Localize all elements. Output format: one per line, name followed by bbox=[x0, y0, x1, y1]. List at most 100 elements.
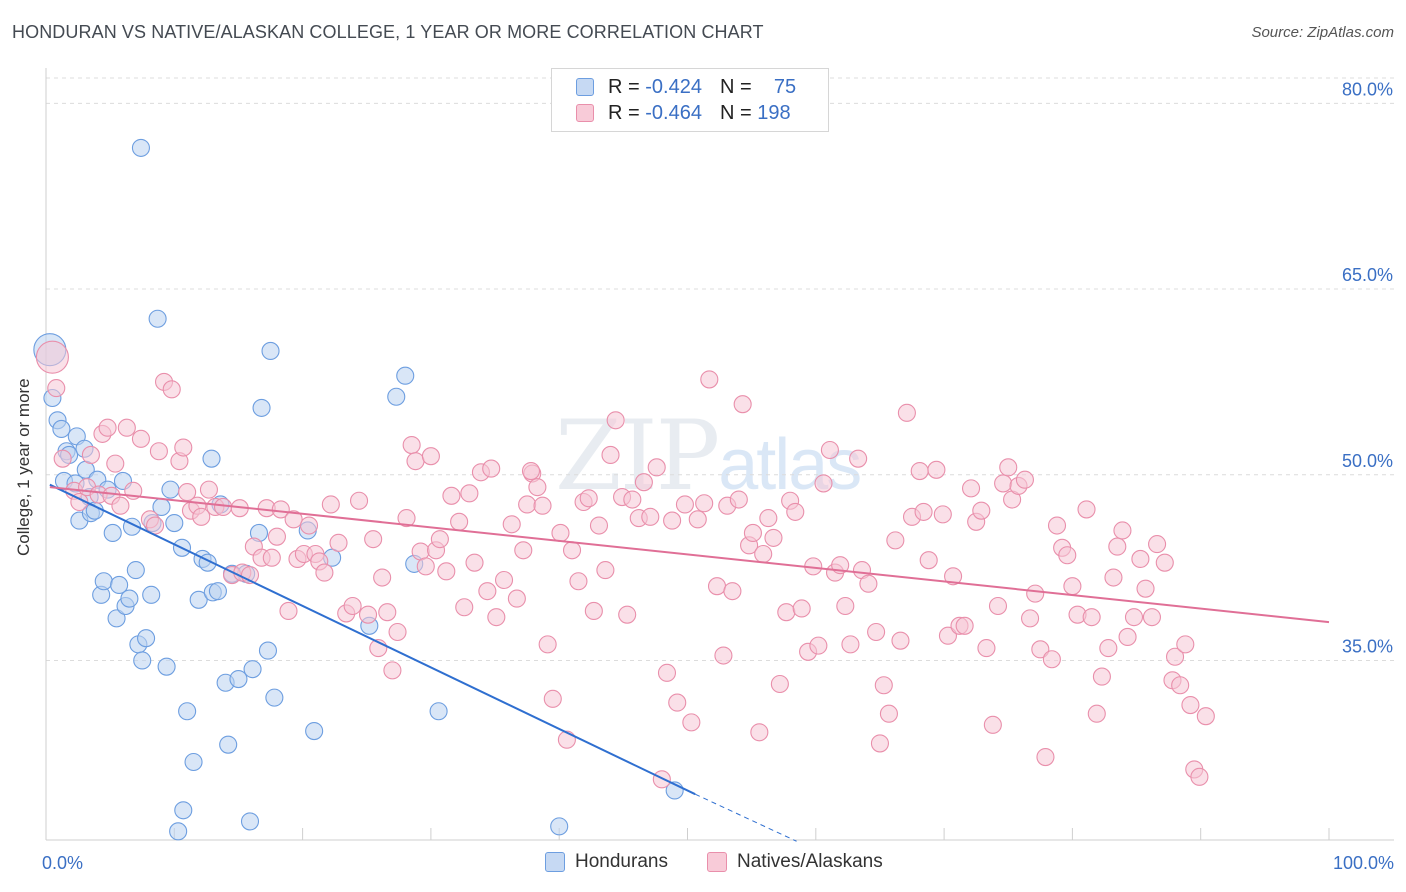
native-point bbox=[623, 490, 642, 509]
honduran-point bbox=[85, 501, 104, 520]
native-point bbox=[1155, 553, 1174, 572]
native-point bbox=[584, 601, 603, 621]
native-point bbox=[743, 523, 762, 543]
legend-item-hondurans[interactable]: Hondurans bbox=[545, 851, 668, 873]
native-point bbox=[262, 548, 281, 567]
native-point bbox=[618, 605, 637, 624]
native-point bbox=[1099, 639, 1118, 658]
natives-legend-swatch bbox=[707, 852, 727, 872]
honduran-point bbox=[229, 669, 248, 689]
honduran-point bbox=[137, 629, 156, 648]
native-trendline bbox=[49, 486, 1330, 624]
native-point bbox=[849, 449, 868, 468]
honduran-trendline bbox=[49, 483, 696, 796]
native-point bbox=[117, 418, 136, 437]
native-point bbox=[729, 490, 748, 509]
honduran-point bbox=[550, 817, 569, 836]
native-point bbox=[383, 661, 402, 680]
native-point bbox=[1136, 579, 1155, 598]
native-point bbox=[494, 570, 514, 590]
native-point bbox=[695, 494, 714, 513]
native-point bbox=[199, 480, 218, 499]
native-point bbox=[668, 693, 687, 712]
native-point bbox=[999, 458, 1018, 477]
native-point bbox=[478, 582, 497, 601]
legend-label: Hondurans bbox=[575, 851, 668, 872]
native-point bbox=[874, 676, 893, 695]
native-point bbox=[47, 379, 66, 398]
native-point bbox=[514, 541, 533, 560]
native-point bbox=[1148, 535, 1167, 554]
native-point bbox=[836, 596, 855, 616]
honduran-point bbox=[103, 523, 122, 543]
native-point bbox=[528, 478, 547, 497]
honduran-point bbox=[169, 822, 188, 841]
native-point bbox=[450, 512, 469, 531]
native-point bbox=[688, 510, 707, 529]
native-point bbox=[675, 495, 694, 514]
native-point bbox=[1104, 568, 1123, 587]
native-point bbox=[465, 553, 484, 572]
native-point bbox=[814, 474, 833, 493]
native-point bbox=[174, 438, 193, 457]
native-point bbox=[601, 445, 620, 465]
hondurans-legend-swatch bbox=[545, 852, 565, 872]
native-point bbox=[914, 502, 933, 521]
honduran-point bbox=[240, 812, 260, 831]
legend-item-natives[interactable]: Natives/Alaskans bbox=[707, 851, 883, 873]
native-point bbox=[886, 531, 905, 550]
native-point bbox=[579, 489, 598, 508]
native-point bbox=[1077, 500, 1096, 519]
native-point bbox=[430, 530, 449, 549]
native-point bbox=[533, 496, 552, 515]
native-point bbox=[820, 440, 839, 460]
native-point bbox=[786, 502, 805, 521]
native-point bbox=[162, 380, 181, 399]
honduran-point bbox=[107, 609, 126, 628]
series-legend: Hondurans Natives/Alaskans bbox=[0, 851, 1406, 879]
n-value: 198 bbox=[757, 101, 791, 124]
native-point bbox=[35, 340, 69, 374]
honduran-point bbox=[157, 657, 176, 676]
native-point bbox=[487, 608, 506, 627]
native-point bbox=[1113, 521, 1132, 540]
honduran-point bbox=[243, 660, 262, 679]
honduran-point bbox=[189, 590, 208, 609]
honduran-point bbox=[305, 721, 324, 741]
native-point bbox=[634, 473, 653, 492]
native-point bbox=[589, 516, 609, 535]
native-point bbox=[1026, 584, 1045, 603]
native-point bbox=[518, 495, 537, 514]
native-point bbox=[507, 589, 526, 608]
r-value: -0.464 bbox=[645, 101, 702, 124]
native-point bbox=[641, 507, 660, 526]
honduran-point bbox=[94, 572, 113, 591]
native-point bbox=[538, 635, 557, 654]
native-point bbox=[557, 730, 576, 749]
honduran-point bbox=[52, 419, 71, 439]
native-point bbox=[910, 461, 929, 481]
honduran-point bbox=[126, 561, 145, 580]
native-point bbox=[149, 442, 168, 461]
native-point bbox=[657, 663, 677, 682]
native-point bbox=[897, 403, 916, 422]
native-point bbox=[1171, 676, 1190, 695]
native-point bbox=[606, 411, 625, 430]
native-point bbox=[106, 454, 125, 473]
n-label: N = bbox=[719, 75, 752, 98]
native-point bbox=[562, 541, 582, 560]
native-point bbox=[178, 483, 197, 502]
honduran-point bbox=[178, 702, 197, 721]
honduran-point bbox=[133, 651, 152, 670]
honduran-point bbox=[120, 589, 139, 608]
honduran-point bbox=[148, 309, 167, 328]
native-point bbox=[569, 572, 588, 591]
native-point bbox=[961, 479, 981, 498]
native-point bbox=[777, 603, 796, 622]
native-point bbox=[988, 596, 1008, 616]
native-point bbox=[700, 370, 719, 389]
native-point bbox=[406, 452, 425, 471]
native-point bbox=[1082, 608, 1101, 627]
native-point bbox=[983, 715, 1002, 734]
chart-title: HONDURAN VS NATIVE/ALASKAN COLLEGE, 1 YE… bbox=[12, 22, 764, 42]
